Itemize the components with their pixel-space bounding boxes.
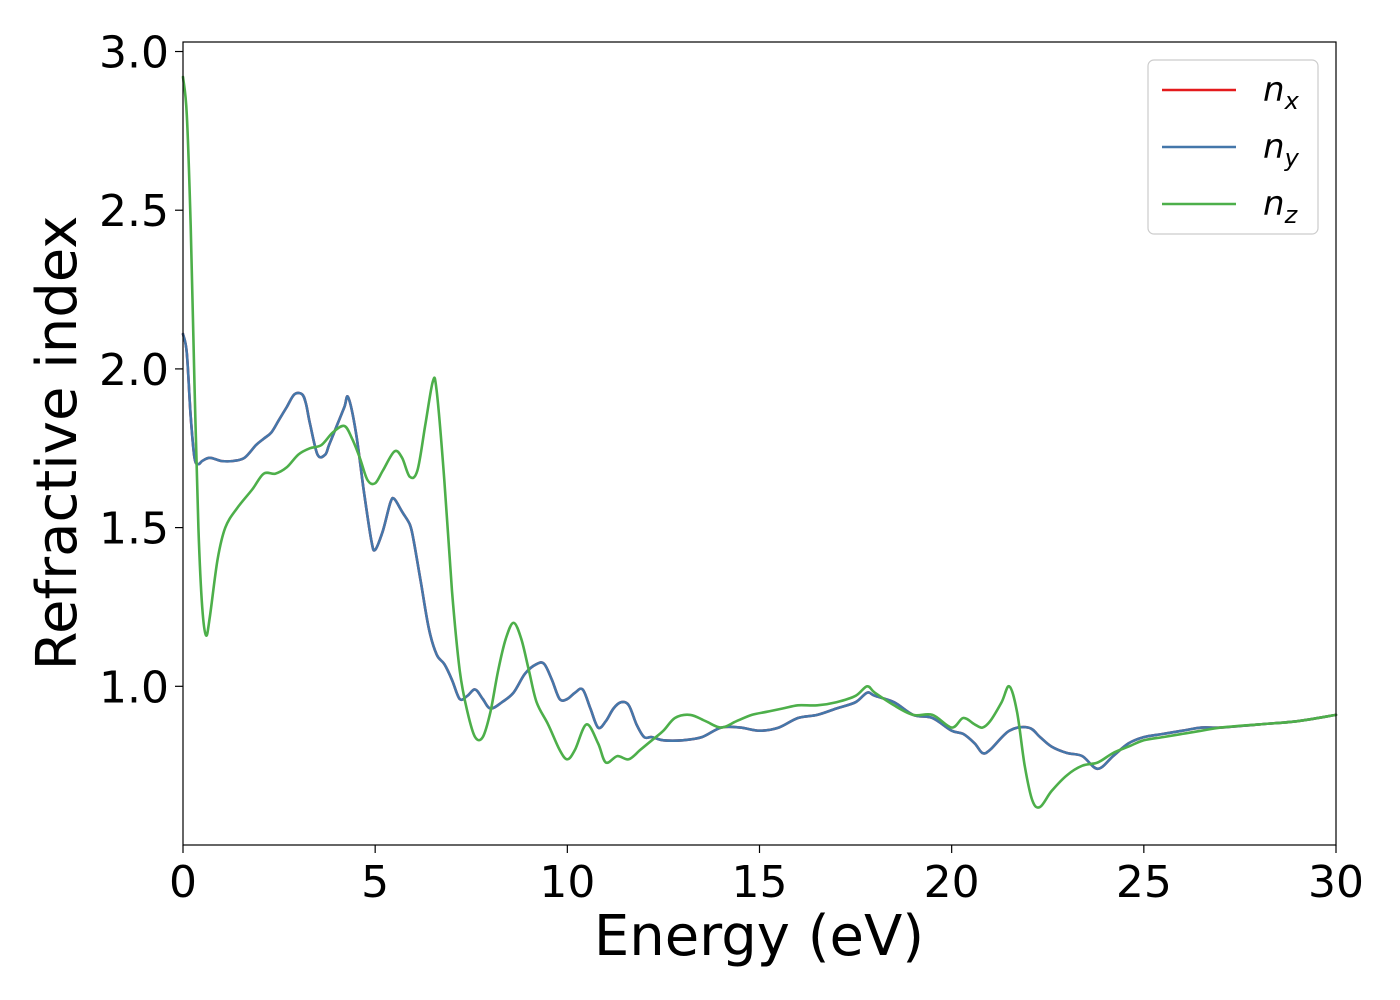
y-axis-ticks: 1.0 1.5 2.0 2.5 3.0	[99, 28, 183, 713]
series-line-nx	[181, 332, 1338, 771]
plot-series	[181, 75, 1338, 809]
y-axis-title: Refractive index	[25, 216, 90, 671]
legend-label-ny: ny	[1263, 127, 1300, 172]
x-tick-label: 15	[732, 857, 788, 908]
y-tick-label: 2.0	[99, 345, 169, 396]
y-tick-label: 2.5	[99, 186, 169, 237]
y-tick-label: 1.0	[99, 662, 169, 713]
x-tick-label: 5	[361, 857, 389, 908]
x-tick-label: 30	[1308, 857, 1364, 908]
x-tick-label: 25	[1116, 857, 1172, 908]
x-tick-label: 0	[169, 857, 197, 908]
x-axis-title: Energy (eV)	[594, 904, 924, 969]
x-tick-label: 20	[924, 857, 980, 908]
series-line-ny	[181, 332, 1338, 771]
series-line-nz	[181, 75, 1338, 809]
y-tick-label: 1.5	[99, 504, 169, 555]
x-axis-ticks: 0 5 10 15 20 25 30	[169, 845, 1364, 908]
legend-label-nx: nx	[1263, 70, 1300, 115]
x-tick-label: 10	[539, 857, 595, 908]
y-tick-label: 3.0	[99, 28, 169, 79]
